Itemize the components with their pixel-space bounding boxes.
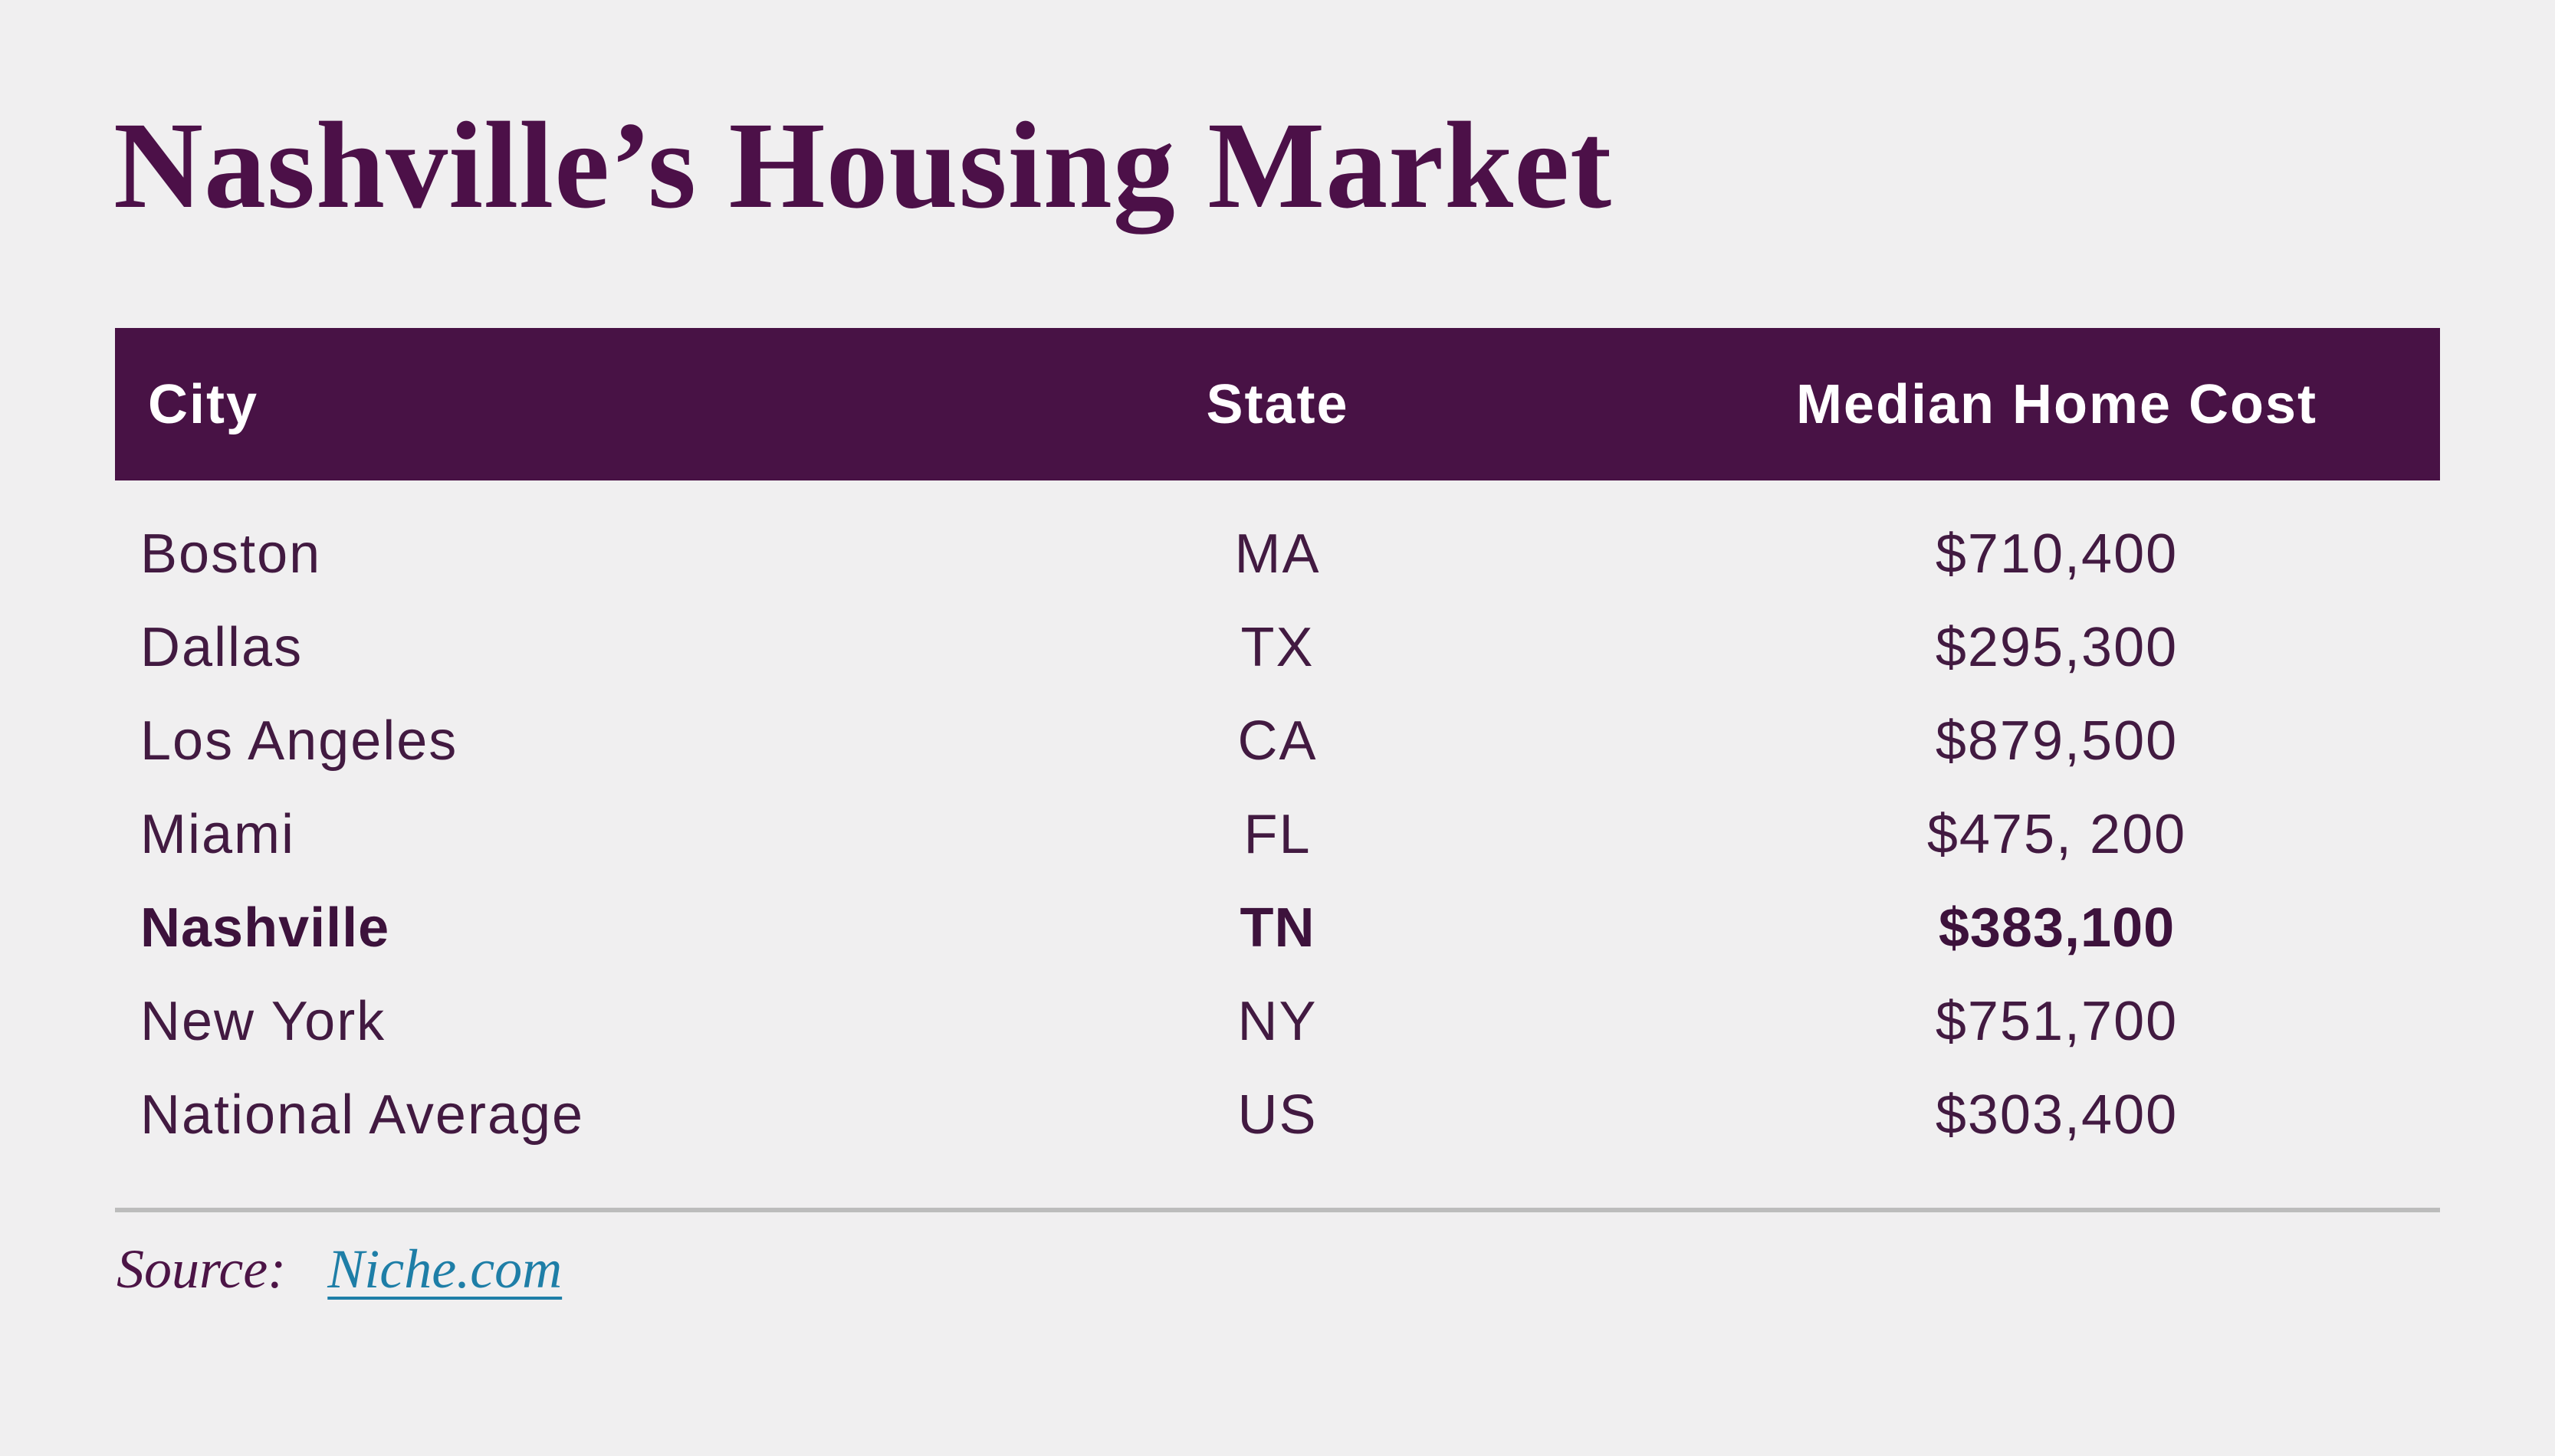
cell-cost: $879,500 [1935, 710, 2179, 772]
cell-cost: $710,400 [1935, 523, 2179, 585]
table-row: Miami FL $475, 200 [115, 788, 2440, 881]
divider-line [115, 1208, 2440, 1212]
cell-city: Boston [140, 523, 322, 585]
cell-city: Dallas [140, 617, 304, 678]
cell-cost: $303,400 [1935, 1084, 2179, 1146]
cell-state: FL [1243, 804, 1312, 865]
column-header-median-home-cost: Median Home Cost [1795, 373, 2318, 435]
cell-city: Los Angeles [140, 710, 458, 772]
cell-state: TX [1240, 617, 1315, 678]
table-row: Boston MA $710,400 [115, 507, 2440, 601]
cell-cost: $751,700 [1935, 991, 2179, 1052]
source-link[interactable]: Niche.com [327, 1238, 563, 1300]
cell-state: CA [1237, 710, 1318, 772]
cell-state: TN [1240, 897, 1315, 959]
cell-city: National Average [140, 1084, 585, 1146]
cell-cost: $383,100 [1938, 897, 2176, 959]
cell-city: Miami [140, 804, 295, 865]
source-label: Source: [117, 1238, 287, 1300]
cell-city: Nashville [140, 897, 390, 959]
page-title: Nashville’s Housing Market [113, 97, 1613, 234]
table-row: Dallas TX $295,300 [115, 601, 2440, 694]
cell-cost: $475, 200 [1926, 804, 2187, 865]
source-spacer [300, 1238, 314, 1300]
cell-state: MA [1234, 523, 1321, 585]
cell-cost: $295,300 [1935, 617, 2179, 678]
source-line: Source: Niche.com [117, 1235, 562, 1304]
cell-state: NY [1237, 991, 1318, 1052]
table-row: Nashville TN $383,100 [115, 881, 2440, 975]
cell-city: New York [140, 991, 386, 1052]
table-rows: Boston MA $710,400 Dallas TX $295,300 Los Ange… [115, 507, 2440, 1162]
column-header-city: City [148, 373, 259, 435]
table-row: New York NY $751,700 [115, 975, 2440, 1068]
cell-state: US [1237, 1084, 1318, 1146]
table-header-row: City State Median Home Cost [115, 328, 2440, 480]
table-row: Los Angeles CA $879,500 [115, 694, 2440, 788]
column-header-state: State [1206, 373, 1349, 435]
table-row: National Average US $303,400 [115, 1068, 2440, 1162]
